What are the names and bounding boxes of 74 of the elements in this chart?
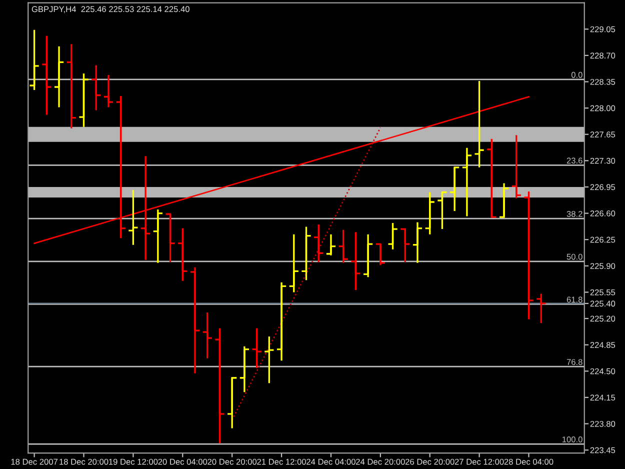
candlestick: [474, 80, 484, 168]
candlestick: [153, 208, 162, 264]
y-tick-label: 226.95: [590, 184, 616, 190]
candlestick: [92, 64, 101, 112]
annotation: 0.0: [571, 72, 582, 78]
x-tick-label: 27 Dec 12:00: [454, 458, 504, 465]
candlestick: [302, 226, 311, 282]
annotation: 50.0: [566, 254, 582, 260]
candlestick: [42, 35, 52, 116]
candlestick: [412, 221, 422, 264]
candlestick: [536, 292, 546, 324]
candlestick: [450, 166, 460, 212]
chart-title: GBPJPY,H4 225.46 225.53 225.14 225.40: [32, 6, 190, 14]
candlestick: [104, 74, 114, 108]
x-tick-label: 28 Dec 04:00: [504, 458, 554, 465]
y-tick-label: 224.50: [590, 368, 616, 374]
annotation: 61.8: [566, 296, 582, 303]
candlestick: [190, 266, 200, 374]
candlestick: [364, 233, 373, 278]
candlestick: [289, 233, 298, 294]
y-tick-label: 228.35: [590, 78, 616, 85]
x-tick-label: 24 Dec 20:00: [356, 458, 405, 465]
x-tick-label: 18 Dec 20:00: [60, 458, 108, 465]
candlestick: [276, 282, 286, 362]
y-tick-label: 227.65: [590, 132, 616, 138]
candlestick: [338, 228, 348, 264]
candlestick: [66, 43, 76, 130]
y-tick-label: 223.80: [590, 420, 616, 427]
candlestick: [252, 327, 262, 369]
candlestick: [376, 242, 385, 266]
candlestick: [79, 72, 88, 128]
candlestick: [116, 95, 126, 239]
annotation: 100.0: [562, 436, 582, 442]
y-tick-label: 226.60: [590, 210, 616, 216]
annotation: 76.8: [566, 359, 582, 365]
x-tick-label: 24 Dec 04:00: [306, 458, 356, 465]
candlestick: [499, 182, 509, 218]
candlestick: [228, 377, 237, 430]
annotation: 23.6: [566, 158, 582, 164]
y-tick-label: 228.70: [590, 52, 616, 59]
y-tick-label: 225.20: [590, 316, 616, 322]
candlestick: [314, 224, 324, 263]
x-tick-label: 20 Dec 20:00: [208, 458, 257, 465]
candlestick: [215, 327, 224, 444]
y-tick-label: 224.85: [590, 342, 616, 348]
candlestick: [326, 233, 336, 256]
x-tick-label: 19 Dec 12:00: [109, 458, 158, 465]
y-tick-label: 225.40: [590, 300, 616, 307]
candlestick: [178, 227, 188, 282]
x-tick-label: 21 Dec 12:00: [257, 458, 306, 465]
x-tick-label: 18 Dec 2007: [11, 458, 58, 465]
y-tick-label: 224.15: [590, 394, 616, 401]
y-tick-label: 227.30: [590, 158, 616, 164]
x-tick-label: 26 Dec 20:00: [405, 458, 454, 465]
y-tick-label: 225.90: [590, 263, 616, 269]
candlestick: [512, 134, 521, 200]
candlestick: [388, 222, 398, 250]
y-tick-label: 228.00: [590, 105, 616, 112]
candlestick: [351, 231, 360, 291]
y-tick-label: 229.05: [590, 26, 616, 32]
candlestick: [462, 147, 472, 218]
candlestick: [128, 189, 138, 246]
candlestick: [202, 312, 212, 360]
x-tick-label: 20 Dec 04:00: [158, 458, 208, 465]
y-tick-label: 223.45: [590, 447, 616, 454]
y-tick-label: 226.25: [590, 236, 616, 243]
candlestick: [240, 345, 249, 394]
candlestick: [30, 29, 39, 91]
candlestick: [425, 191, 434, 236]
candlestick: [54, 46, 64, 108]
candlestick: [264, 336, 274, 384]
candlestick: [524, 190, 534, 320]
y-tick-label: 225.55: [590, 289, 616, 296]
annotation: 38.2: [566, 210, 582, 217]
